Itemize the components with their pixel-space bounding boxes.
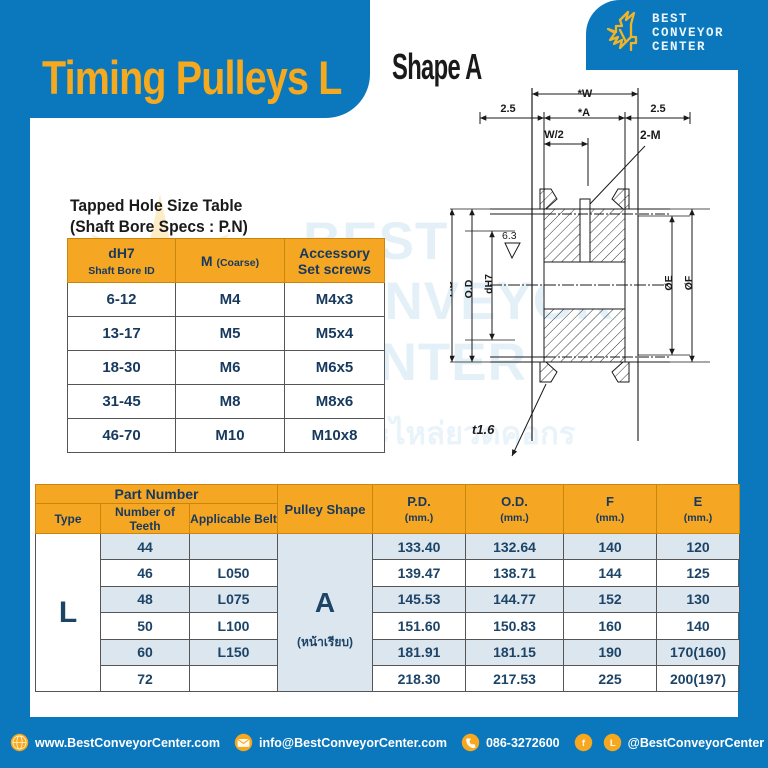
svg-text:*A: *A (578, 107, 590, 119)
svg-text:t1.6: t1.6 (472, 422, 495, 437)
svg-text:2-M: 2-M (640, 128, 661, 142)
svg-text:2.5: 2.5 (500, 103, 515, 115)
svg-text:W/2: W/2 (544, 129, 564, 141)
svg-text:6.3: 6.3 (502, 230, 517, 242)
svg-text:ØE: ØE (663, 275, 675, 290)
svg-text:dH7: dH7 (483, 274, 495, 294)
svg-text:L: L (609, 738, 615, 749)
svg-text:2.5: 2.5 (650, 103, 665, 115)
svg-text:P.D: P.D (450, 281, 455, 298)
svg-text:ØF: ØF (683, 275, 695, 290)
svg-text:*W: *W (578, 88, 593, 100)
svg-text:O.D: O.D (463, 279, 475, 298)
